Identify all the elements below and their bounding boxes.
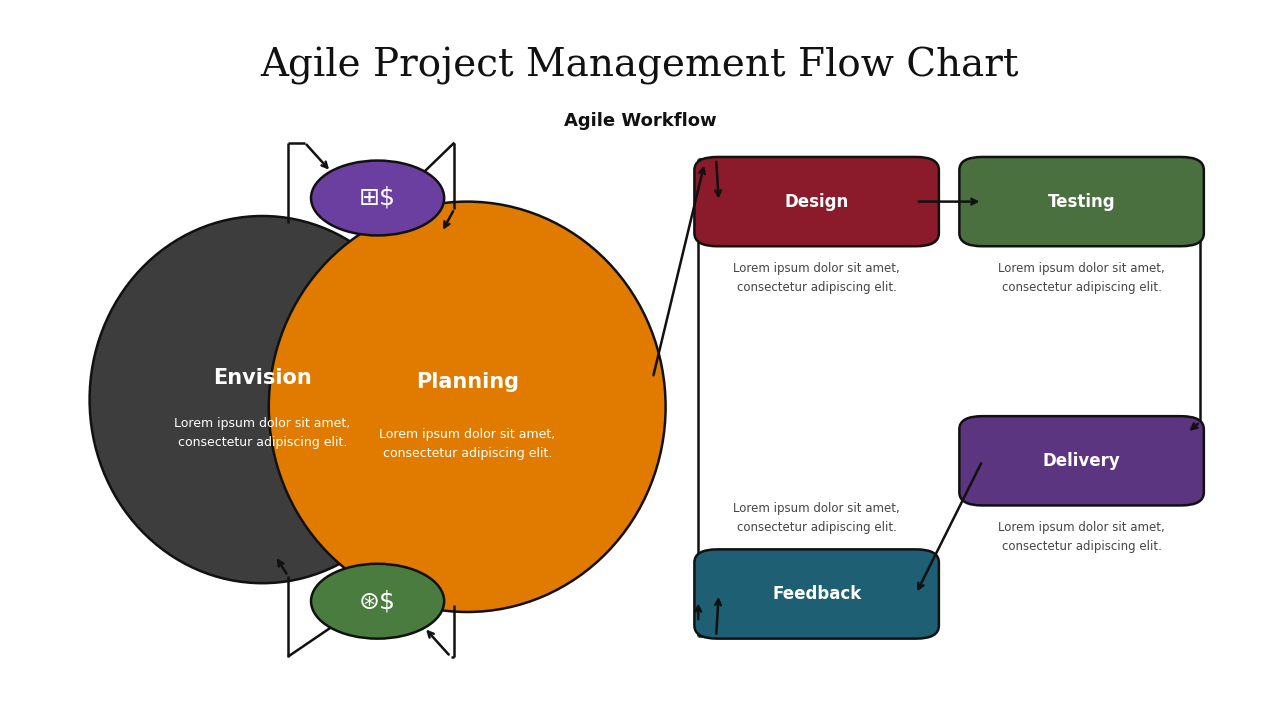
- Text: Agile Project Management Flow Chart: Agile Project Management Flow Chart: [261, 47, 1019, 85]
- Circle shape: [311, 161, 444, 235]
- FancyBboxPatch shape: [694, 157, 940, 246]
- Text: Lorem ipsum dolor sit amet,
consectetur adipiscing elit.: Lorem ipsum dolor sit amet, consectetur …: [998, 262, 1165, 294]
- Text: Lorem ipsum dolor sit amet,
consectetur adipiscing elit.: Lorem ipsum dolor sit amet, consectetur …: [174, 417, 351, 449]
- Text: Testing: Testing: [1048, 192, 1115, 210]
- Text: ⊞$: ⊞$: [360, 186, 396, 210]
- Text: Lorem ipsum dolor sit amet,
consectetur adipiscing elit.: Lorem ipsum dolor sit amet, consectetur …: [733, 502, 900, 534]
- Text: Feedback: Feedback: [772, 585, 861, 603]
- Text: Lorem ipsum dolor sit amet,
consectetur adipiscing elit.: Lorem ipsum dolor sit amet, consectetur …: [998, 521, 1165, 553]
- FancyBboxPatch shape: [960, 157, 1203, 246]
- Text: Agile Workflow: Agile Workflow: [563, 112, 717, 130]
- Text: Lorem ipsum dolor sit amet,
consectetur adipiscing elit.: Lorem ipsum dolor sit amet, consectetur …: [379, 428, 556, 460]
- Ellipse shape: [90, 216, 435, 583]
- Circle shape: [311, 564, 444, 639]
- Text: Lorem ipsum dolor sit amet,
consectetur adipiscing elit.: Lorem ipsum dolor sit amet, consectetur …: [733, 262, 900, 294]
- Text: Design: Design: [785, 192, 849, 210]
- Text: Envision: Envision: [212, 368, 312, 387]
- Text: Delivery: Delivery: [1043, 452, 1120, 470]
- Text: Planning: Planning: [416, 372, 518, 392]
- FancyBboxPatch shape: [694, 549, 940, 639]
- Text: ⊛$: ⊛$: [360, 589, 396, 613]
- Ellipse shape: [269, 202, 666, 612]
- FancyBboxPatch shape: [960, 416, 1203, 505]
